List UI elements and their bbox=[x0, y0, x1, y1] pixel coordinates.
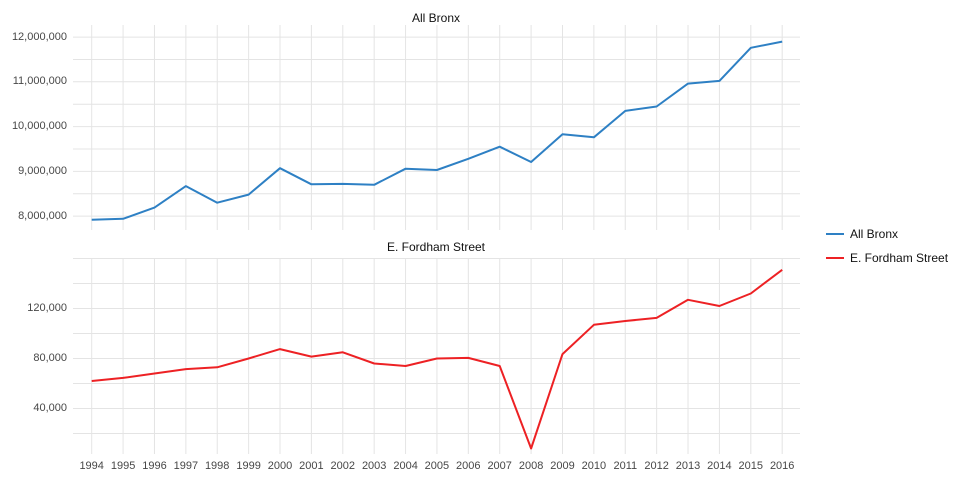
legend-label: All Bronx bbox=[850, 227, 899, 241]
x-tick-label: 2000 bbox=[267, 460, 293, 472]
x-tick-label: 2005 bbox=[424, 460, 450, 472]
x-tick-label: 2006 bbox=[456, 460, 481, 472]
x-tick-label: 2001 bbox=[299, 460, 324, 472]
legend-line-swatch-blue bbox=[826, 232, 844, 236]
x-tick-label: 2004 bbox=[393, 460, 418, 472]
x-tick-label: 1998 bbox=[204, 460, 230, 472]
x-tick-label: 1997 bbox=[173, 460, 199, 472]
subplot-title-e-fordham-street: E. Fordham Street bbox=[386, 240, 486, 254]
legend: All Bronx E. Fordham Street bbox=[824, 227, 948, 275]
y-tick-label: 10,000,000 bbox=[11, 120, 67, 133]
legend-label: E. Fordham Street bbox=[850, 251, 949, 265]
x-tick-label: 2014 bbox=[707, 460, 732, 472]
x-tick-label: 2002 bbox=[330, 460, 356, 472]
gridlines-bottom bbox=[73, 258, 800, 454]
x-tick-label: 2013 bbox=[675, 460, 701, 472]
legend-entry-e-fordham-street[interactable]: E. Fordham Street bbox=[824, 251, 948, 265]
x-tick-label: 1995 bbox=[110, 460, 136, 472]
x-tick-label: 2012 bbox=[644, 460, 669, 472]
x-tick-label: 2010 bbox=[581, 460, 607, 472]
x-tick-label: 1999 bbox=[236, 460, 261, 472]
x-tick-label: 2009 bbox=[550, 460, 575, 472]
x-tick-label: 2016 bbox=[769, 460, 795, 472]
legend-line-swatch-red bbox=[826, 256, 844, 260]
y-tick-label: 11,000,000 bbox=[12, 75, 67, 88]
x-tick-label: 1994 bbox=[79, 460, 104, 472]
y-tick-label: 80,000 bbox=[33, 352, 67, 364]
x-tick-label: 2008 bbox=[518, 460, 544, 472]
x-tick-label: 2011 bbox=[613, 460, 638, 472]
gridlines-top bbox=[73, 25, 800, 230]
subplot-title-all-bronx: All Bronx bbox=[411, 11, 461, 25]
y-tick-label: 8,000,000 bbox=[18, 209, 67, 222]
series-line-all-bronx bbox=[91, 40, 783, 221]
y-tick-label: 40,000 bbox=[33, 402, 67, 414]
y-tick-label: 9,000,000 bbox=[18, 164, 67, 177]
y-tick-label: 12,000,000 bbox=[11, 30, 67, 43]
x-tick-label: 2003 bbox=[361, 460, 387, 472]
x-tick-label: 1996 bbox=[142, 460, 167, 472]
y-tick-label: 120,000 bbox=[27, 302, 67, 314]
x-tick-label: 2015 bbox=[738, 460, 764, 472]
series-line-e-fordham-street bbox=[91, 269, 783, 450]
x-tick-label: 2007 bbox=[487, 460, 512, 472]
legend-entry-all-bronx[interactable]: All Bronx bbox=[824, 227, 948, 241]
